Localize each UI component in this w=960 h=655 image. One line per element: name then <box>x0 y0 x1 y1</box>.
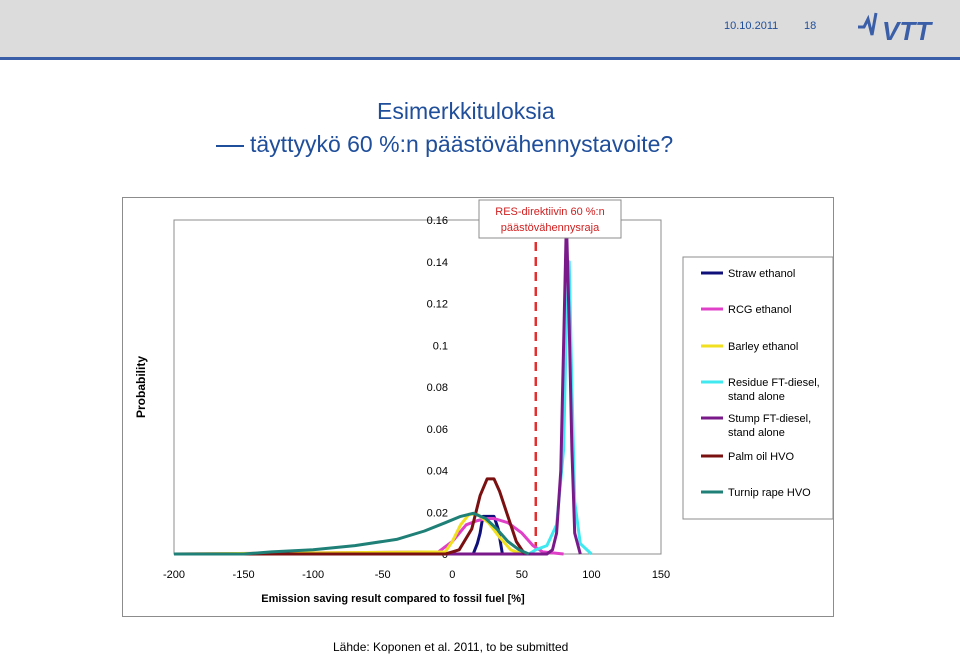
series-lines <box>173 218 593 556</box>
emission-chart: 0 0.02 0.04 0.06 0.08 0.1 0.12 0.14 0.16 -200 -15… <box>163 199 834 605</box>
x-tick-label: -100 <box>302 569 324 581</box>
legend: Straw ethanol RCG ethanol Barley ethanol Re… <box>682 256 834 520</box>
x-tick-labels: -200 -150 -100 -50 0 50 100 150 <box>163 569 670 581</box>
x-tick-label: -150 <box>233 569 255 581</box>
y-tick-label: 0.02 <box>427 507 448 519</box>
source-citation: Lähde: Koponen et al. 2011, to be submit… <box>333 640 569 654</box>
plot-border <box>173 219 662 555</box>
page-number: 18 <box>804 20 817 32</box>
y-tick-label: 0.08 <box>427 382 448 394</box>
title-dash <box>216 145 244 147</box>
slide-date: 10.10.2011 <box>724 20 779 32</box>
slide-subtitle: täyttyykö 60 %:n päästövähennystavoite? <box>250 131 674 157</box>
header-bar: 10.10.2011 18 VTT <box>0 0 960 60</box>
legend-label: Turnip rape HVO <box>728 487 811 499</box>
y-axis-label: Probability <box>134 356 148 419</box>
series-line-6 <box>174 477 526 556</box>
annotation-line1: RES-direktiivin 60 %:n <box>495 206 604 218</box>
legend-label: Straw ethanol <box>728 268 795 280</box>
x-tick-label: 100 <box>582 569 600 581</box>
legend-label: RCG ethanol <box>728 304 792 316</box>
annotation-line2: päästövähennysraja <box>501 222 600 234</box>
x-tick-label: -200 <box>163 569 185 581</box>
logo-text: VTT <box>882 16 933 46</box>
x-tick-label: 0 <box>449 569 455 581</box>
series-line-5 <box>174 218 582 556</box>
x-tick-label: 150 <box>652 569 670 581</box>
threshold-annotation: RES-direktiivin 60 %:n päästövähennysraj… <box>478 199 622 239</box>
plot-area <box>173 219 662 555</box>
legend-label: Residue FT-diesel, stand alone <box>728 377 820 403</box>
y-tick-label: 0.04 <box>427 466 448 478</box>
legend-label: Barley ethanol <box>728 341 798 353</box>
x-tick-label: 50 <box>516 569 528 581</box>
legend-box <box>682 256 834 520</box>
slide-title: Esimerkkituloksia <box>377 98 555 124</box>
y-tick-label: 0.16 <box>427 215 448 227</box>
vtt-logo: VTT <box>858 12 933 46</box>
x-tick-label: -50 <box>375 569 391 581</box>
series-line-4 <box>174 260 593 556</box>
chart-frame: 0 0.02 0.04 0.06 0.08 0.1 0.12 0.14 0.16 -200 -15… <box>122 197 834 617</box>
series-line-7 <box>174 511 530 556</box>
y-tick-label: 0.06 <box>427 424 448 436</box>
annotation-box <box>478 199 622 239</box>
y-tick-label: 0.1 <box>433 340 448 352</box>
x-axis-label: Emission saving result compared to fossi… <box>261 593 525 605</box>
y-tick-label: 0.14 <box>427 257 448 269</box>
legend-label: Stump FT-diesel, stand alone <box>728 413 811 439</box>
y-tick-label: 0.12 <box>427 299 448 311</box>
legend-label: Palm oil HVO <box>728 451 794 463</box>
y-tick-labels: 00.020.040.060.080.10.120.140.16 <box>427 215 448 561</box>
